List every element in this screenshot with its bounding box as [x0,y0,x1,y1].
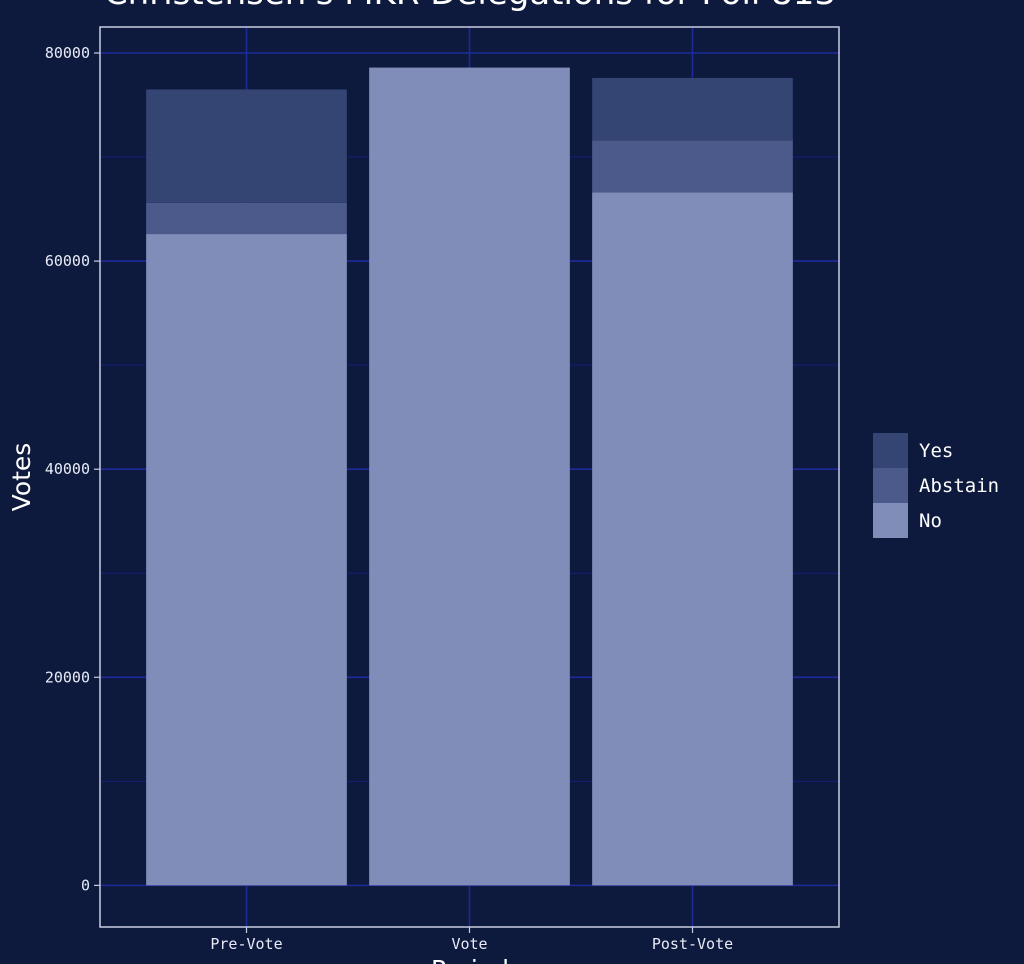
x-axis-title: Period [431,955,509,964]
x-tick-label: Post-Vote [652,935,733,953]
bars [146,67,793,886]
legend-label-abstain: Abstain [919,475,999,497]
y-axis: 0 20000 40000 60000 80000 [45,44,100,894]
legend-swatch-yes [873,433,908,468]
y-tick-label: 20000 [45,668,90,686]
legend-label-no: No [919,510,942,532]
legend-swatch-no [873,503,908,538]
bar-yes-post-vote [592,77,793,141]
y-tick-label: 80000 [45,44,90,62]
y-tick-label: 40000 [45,460,90,478]
x-axis: Pre-Vote Vote Post-Vote [210,927,733,953]
bar-no-vote [369,67,570,886]
bar-abstain-post-vote [592,140,793,193]
legend-swatch-abstain [873,468,908,503]
y-axis-title: Votes [7,443,36,512]
bar-yes-pre-vote [146,89,347,203]
bar-no-pre-vote [146,234,347,886]
bar-no-post-vote [592,192,793,886]
legend: Yes Abstain No [873,433,999,538]
y-tick-label: 60000 [45,252,90,270]
legend-label-yes: Yes [919,440,953,462]
chart-title: Christensen's MKR Delegations for Poll 8… [104,0,836,13]
x-tick-label: Vote [451,935,487,953]
y-tick-label: 0 [81,876,90,894]
bar-abstain-pre-vote [146,202,347,235]
x-tick-label: Pre-Vote [210,935,282,953]
